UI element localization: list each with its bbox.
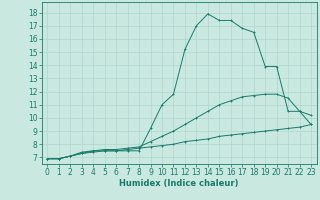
X-axis label: Humidex (Indice chaleur): Humidex (Indice chaleur) (119, 179, 239, 188)
